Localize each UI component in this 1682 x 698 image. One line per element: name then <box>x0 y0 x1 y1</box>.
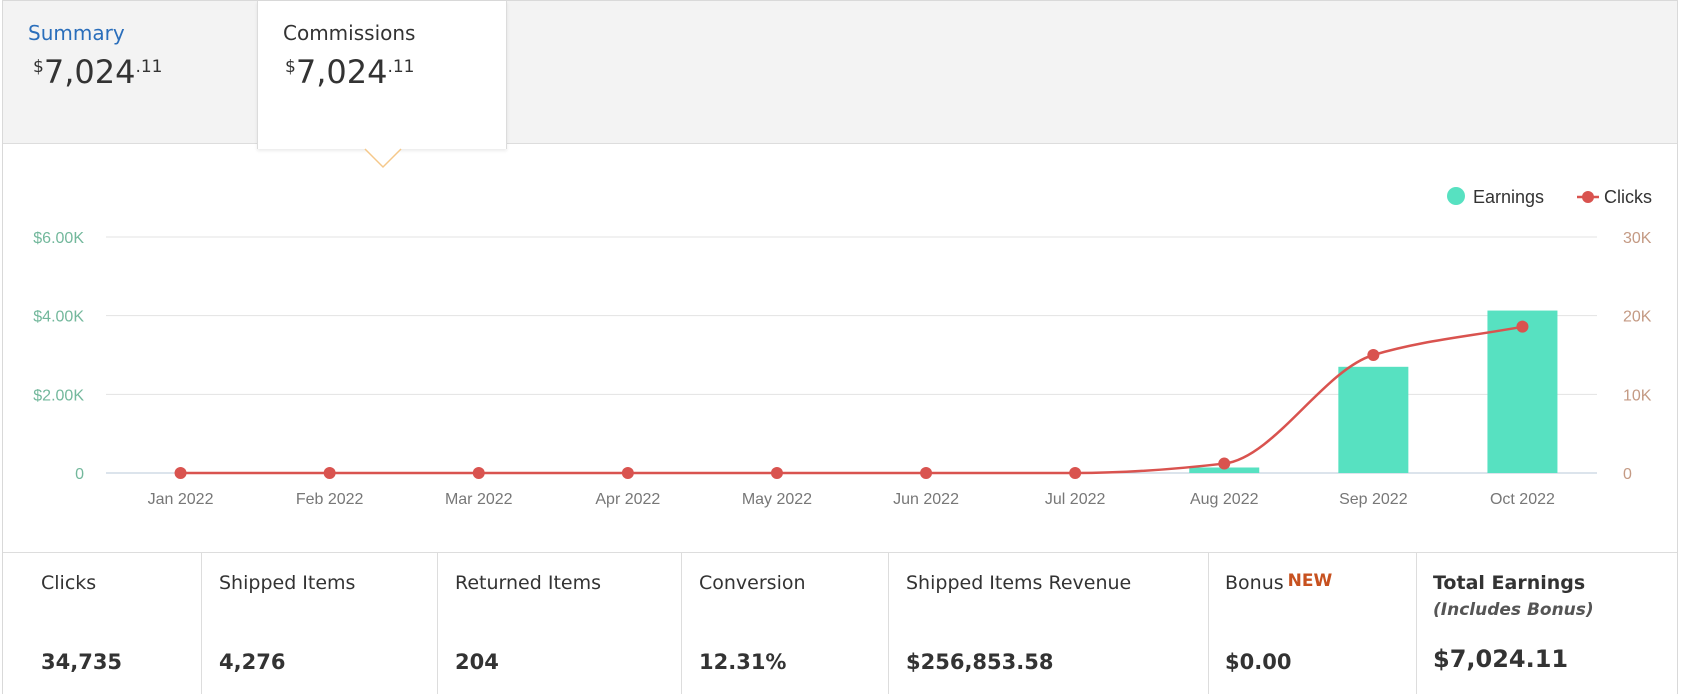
y-right-tick-label: 20K <box>1623 309 1652 326</box>
stat-value: $256,853.58 <box>906 650 1054 674</box>
stat-returned-items: Returned Items 204 <box>438 553 682 694</box>
y-left-tick-label: $6.00K <box>33 230 84 247</box>
summary-stats-row: Clicks 34,735 Shipped Items 4,276 Return… <box>3 552 1677 694</box>
x-tick-label: Feb 2022 <box>296 491 364 508</box>
x-tick-label: Aug 2022 <box>1190 491 1259 508</box>
stat-label: Bonus <box>1225 572 1284 594</box>
tab-commissions-label: Commissions <box>283 21 416 45</box>
chart-axes: 0 $2.00K $4.00K $6.00K 0 10K 20K 30K Jan 2022 Feb… <box>33 230 1652 508</box>
earnings-bar[interactable] <box>1487 310 1558 473</box>
y-right-tick-label: 10K <box>1623 387 1652 404</box>
amount-cents: .11 <box>135 57 163 77</box>
x-tick-label: Apr 2022 <box>595 491 660 508</box>
tab-summary-amount: $7,024.11 <box>33 53 162 91</box>
clicks-point[interactable] <box>323 467 336 479</box>
new-badge: NEW <box>1287 571 1333 591</box>
clicks-point[interactable] <box>174 467 187 479</box>
stat-value: $0.00 <box>1225 650 1292 674</box>
earnings-bars <box>1189 310 1558 473</box>
y-left-tick-label: $4.00K <box>33 309 84 326</box>
currency-symbol: $ <box>33 57 44 77</box>
stat-label: Shipped Items <box>219 572 356 594</box>
x-tick-label: Oct 2022 <box>1490 491 1555 508</box>
stat-label: Total Earnings <box>1433 572 1586 594</box>
stat-bonus: Bonus NEW $0.00 <box>1209 553 1417 694</box>
legend-label-clicks: Clicks <box>1604 187 1652 207</box>
stat-value: $7,024.11 <box>1433 645 1569 673</box>
stat-total-earnings: Total Earnings (Includes Bonus) $7,024.1… <box>1417 553 1677 694</box>
legend-item-clicks[interactable]: Clicks <box>1577 187 1652 207</box>
stat-shipped-items: Shipped Items 4,276 <box>202 553 438 694</box>
tab-summary[interactable]: Summary $7,024.11 <box>3 1 257 143</box>
clicks-point[interactable] <box>1367 349 1380 361</box>
stat-value: 12.31% <box>699 650 787 674</box>
amount-dollars: 7,024 <box>295 53 388 91</box>
stat-label-wrapper: Bonus NEW <box>1225 571 1333 594</box>
tab-summary-label: Summary <box>28 21 125 45</box>
stat-label: Conversion <box>699 572 806 594</box>
chart-legend: Earnings Clicks <box>1447 187 1652 207</box>
earnings-clicks-chart: 0 $2.00K $4.00K $6.00K 0 10K 20K 30K Jan 2022 Feb… <box>33 187 1652 508</box>
legend-label-earnings: Earnings <box>1473 187 1544 207</box>
x-tick-label: Jun 2022 <box>893 491 959 508</box>
stat-value: 204 <box>455 650 499 674</box>
y-left-tick-label: 0 <box>75 466 84 483</box>
y-right-tick-label: 30K <box>1623 230 1652 247</box>
clicks-point[interactable] <box>472 467 485 479</box>
clicks-line-series <box>174 320 1529 479</box>
earnings-bar[interactable] <box>1338 366 1409 473</box>
stat-sublabel: (Includes Bonus) <box>1433 600 1594 620</box>
tab-commissions-amount: $7,024.11 <box>285 53 414 91</box>
currency-symbol: $ <box>285 57 296 77</box>
clicks-legend-icon <box>1582 191 1594 203</box>
y-right-tick-label: 0 <box>1623 466 1632 483</box>
tab-commissions[interactable]: Commissions $7,024.11 <box>257 1 507 149</box>
y-left-tick-label: $2.00K <box>33 387 84 404</box>
x-tick-label: Jan 2022 <box>148 491 214 508</box>
clicks-point[interactable] <box>920 467 933 479</box>
earnings-legend-icon <box>1447 187 1465 205</box>
stat-label: Clicks <box>41 572 97 594</box>
clicks-point[interactable] <box>1069 467 1082 479</box>
stat-value: 4,276 <box>219 650 286 674</box>
x-tick-label: Jul 2022 <box>1045 491 1106 508</box>
x-tick-label: Mar 2022 <box>445 491 513 508</box>
stat-clicks: Clicks 34,735 <box>3 553 202 694</box>
earnings-bar[interactable] <box>1189 467 1260 473</box>
stat-label: Shipped Items Revenue <box>906 572 1132 594</box>
amount-dollars: 7,024 <box>43 53 136 91</box>
clicks-point[interactable] <box>1516 320 1529 333</box>
report-tab-bar: Summary $7,024.11 Commissions $7,024.11 <box>3 1 1677 149</box>
stat-label: Returned Items <box>455 572 601 594</box>
stat-shipped-items-revenue: Shipped Items Revenue $256,853.58 <box>889 553 1209 694</box>
clicks-point[interactable] <box>1218 457 1231 470</box>
x-tick-label: Sep 2022 <box>1339 491 1408 508</box>
amount-cents: .11 <box>387 57 415 77</box>
active-tab-pointer-icon <box>364 148 402 169</box>
stat-conversion: Conversion 12.31% <box>682 553 889 694</box>
clicks-point[interactable] <box>621 467 634 479</box>
x-tick-label: May 2022 <box>742 491 812 508</box>
clicks-line <box>180 325 1523 475</box>
stat-value: 34,735 <box>41 650 123 674</box>
clicks-point[interactable] <box>770 467 783 479</box>
legend-item-earnings[interactable]: Earnings <box>1447 187 1544 207</box>
